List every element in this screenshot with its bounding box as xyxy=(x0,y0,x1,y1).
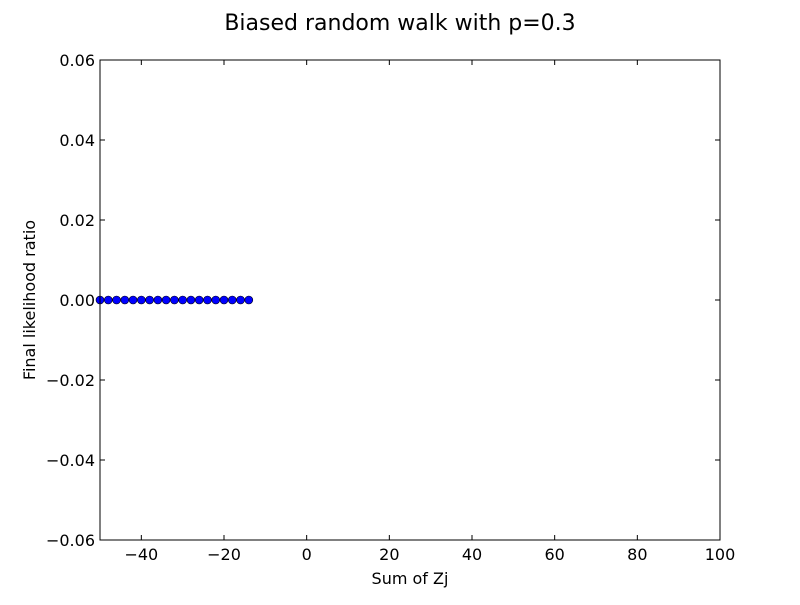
x-tick-label: 100 xyxy=(705,545,736,564)
data-point xyxy=(120,295,130,305)
axis-ticks: −40 −20 0 20 40 60 80 100 −0.06 −0.04 −0.02 0.00 0.0… xyxy=(46,51,735,564)
y-tick-label: 0.00 xyxy=(59,291,95,310)
chart-title: Biased random walk with p=0.3 xyxy=(224,11,575,36)
y-tick-label: 0.06 xyxy=(59,51,95,70)
x-tick-label: −20 xyxy=(207,545,241,564)
x-axis-label: Sum of Zj xyxy=(372,569,449,588)
x-tick-label: 0 xyxy=(302,545,312,564)
data-point xyxy=(103,295,113,305)
x-tick-label: −40 xyxy=(124,545,158,564)
data-point xyxy=(170,295,179,305)
x-tick-label: 40 xyxy=(462,545,482,564)
y-axis-label: Final likelihood ratio xyxy=(20,220,39,380)
y-tick-label: −0.06 xyxy=(46,531,95,550)
data-point xyxy=(137,295,146,305)
data-points xyxy=(95,295,254,305)
data-point xyxy=(186,295,196,305)
x-tick-label: 80 xyxy=(627,545,647,564)
y-tick-label: −0.02 xyxy=(46,371,95,390)
data-point xyxy=(244,295,254,305)
data-point xyxy=(219,295,229,305)
plot-frame xyxy=(99,59,721,541)
data-point xyxy=(145,295,154,305)
y-tick-label: 0.04 xyxy=(59,131,95,150)
x-tick-label: 60 xyxy=(544,545,564,564)
y-tick-label: −0.04 xyxy=(46,451,95,470)
data-point xyxy=(227,295,237,305)
data-point xyxy=(203,295,212,305)
data-point xyxy=(178,295,187,305)
y-tick-label: 0.02 xyxy=(59,211,95,230)
x-tick-label: 20 xyxy=(379,545,399,564)
data-point xyxy=(128,295,138,305)
data-point xyxy=(153,295,163,305)
data-point xyxy=(211,295,221,305)
data-point xyxy=(112,295,121,305)
data-point xyxy=(194,295,204,305)
data-point xyxy=(236,295,245,305)
data-point xyxy=(161,295,171,305)
